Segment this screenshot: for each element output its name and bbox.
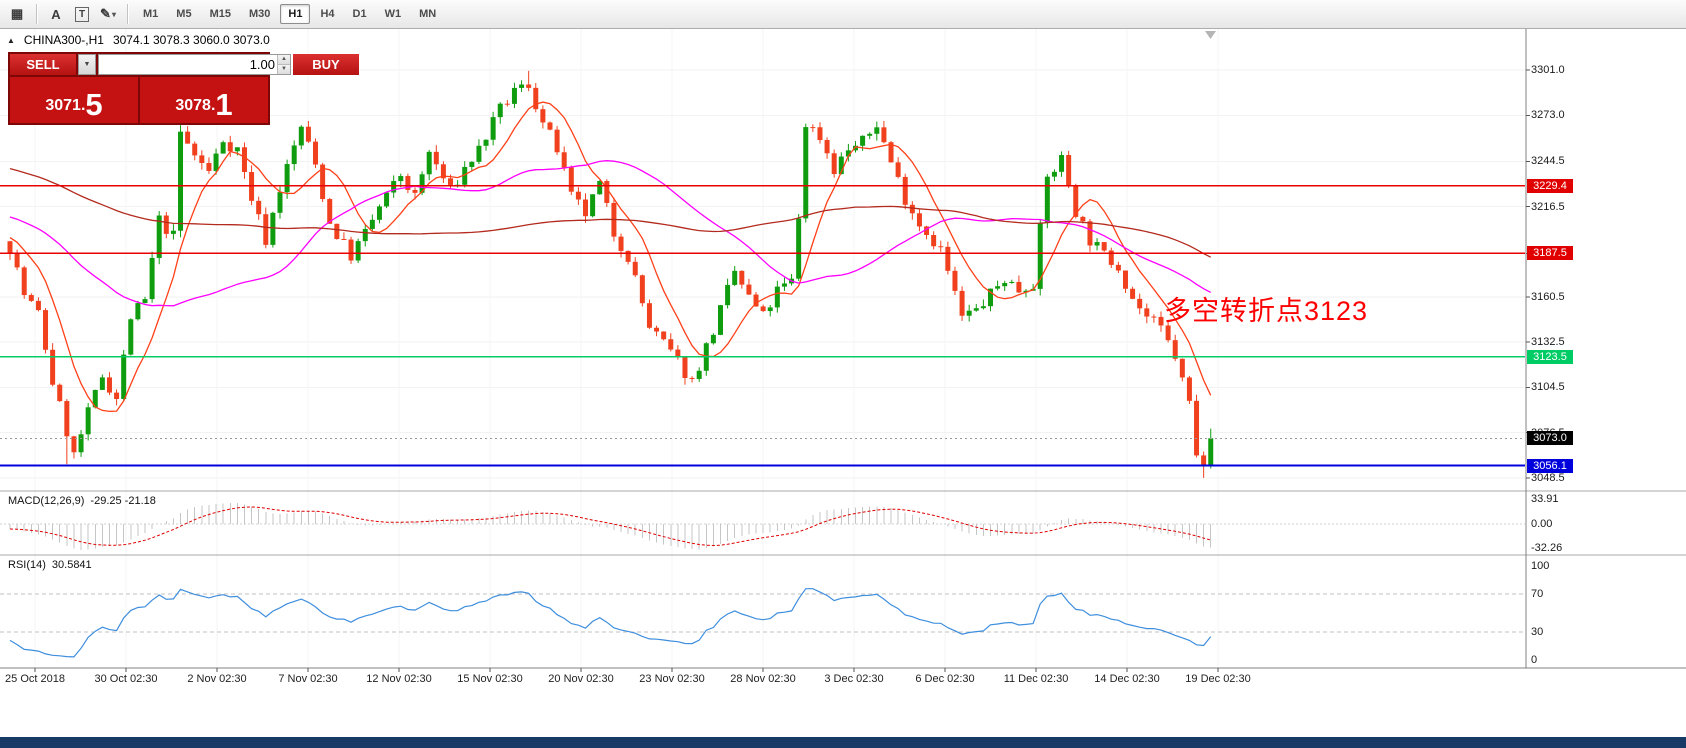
sell-price-main: 3071. [45, 97, 86, 114]
one-click-panel-toggle-icon[interactable]: ▲ [7, 35, 15, 45]
text-label-icon[interactable]: A [44, 3, 68, 25]
rsi-name: RSI(14) [8, 559, 46, 571]
timeframe-button-m5[interactable]: M5 [176, 8, 192, 20]
sell-price-big-digit: 5 [85, 87, 103, 122]
timeframe-buttons: M1 M5 M15 M30 H1 H4 D1 W1 MN [134, 4, 445, 24]
text-tool-icon[interactable]: T [70, 3, 94, 25]
timeframe-button-m1[interactable]: M1 [143, 8, 159, 20]
volume-decrease-button[interactable]: ▼ [278, 64, 290, 74]
buy-price-display[interactable]: 3078. 1 [140, 77, 268, 123]
volume-spinner: ▲ ▼ [277, 55, 290, 74]
colors-tool-icon[interactable]: ✎ ▾ [96, 3, 120, 25]
buy-price-main: 3078. [175, 97, 216, 114]
buy-button[interactable]: BUY [293, 54, 359, 75]
volume-increase-button[interactable]: ▲ [278, 55, 290, 64]
bottom-bar [0, 737, 1686, 748]
toolbar-separator [127, 4, 128, 24]
sell-price-display[interactable]: 3071. 5 [10, 77, 138, 123]
macd-values: -29.25 -21.18 [90, 495, 156, 507]
timeframe-button-h1[interactable]: H1 [280, 4, 311, 24]
pencil-icon: ✎ [100, 6, 111, 21]
letter-t-icon: T [74, 6, 90, 22]
pattern-tool-icon[interactable]: ▦ [5, 3, 29, 25]
pattern-icon: ▦ [10, 6, 24, 21]
timeframe-button-w1[interactable]: W1 [384, 8, 402, 20]
rsi-value: 30.5841 [51, 559, 92, 571]
timeframe-button-m30[interactable]: M30 [248, 8, 271, 20]
chart-ohlc-values: 3074.1 3078.3 3060.0 3073.0 [112, 33, 270, 47]
buy-price-big-digit: 1 [215, 87, 233, 122]
toolbar-separator [36, 4, 37, 24]
timeframe-button-m15[interactable]: M15 [209, 8, 231, 20]
chart-annotation: 多空转折点3123 [1164, 296, 1369, 326]
chevron-down-icon: ▼ [83, 61, 91, 68]
chevron-down-icon: ▾ [111, 9, 116, 19]
macd-name: MACD(12,26,9) [8, 495, 85, 507]
timeframe-button-mn[interactable]: MN [419, 8, 437, 20]
chart-symbol-timeframe: CHINA300-,H1 [23, 33, 104, 47]
time-axis[interactable] [0, 669, 1526, 699]
timeframe-button-d1[interactable]: D1 [352, 8, 367, 20]
timeframe-button-h4[interactable]: H4 [320, 8, 335, 20]
rsi-indicator-label: RSI(14) 30.5841 [8, 559, 92, 571]
volume-box: ▲ ▼ [98, 54, 291, 75]
sell-button[interactable]: SELL [10, 54, 76, 75]
chart-title-bar: ▲ CHINA300-,H1 3074.1 3078.3 3060.0 3073… [7, 33, 270, 47]
letter-a-icon: A [51, 6, 61, 22]
price-axis[interactable] [1526, 29, 1686, 669]
order-type-dropdown[interactable]: ▼ [78, 54, 96, 75]
one-click-trading-panel: SELL ▼ ▲ ▼ BUY 3071.5 3078.1 [8, 52, 359, 125]
top-toolbar: ▦ A T ✎ ▾ M1 M5 M15 M30 H1 H4 D1 W1 MN [0, 0, 1686, 29]
macd-indicator-label: MACD(12,26,9) -29.25 -21.18 [8, 495, 156, 507]
volume-input[interactable] [99, 55, 277, 74]
